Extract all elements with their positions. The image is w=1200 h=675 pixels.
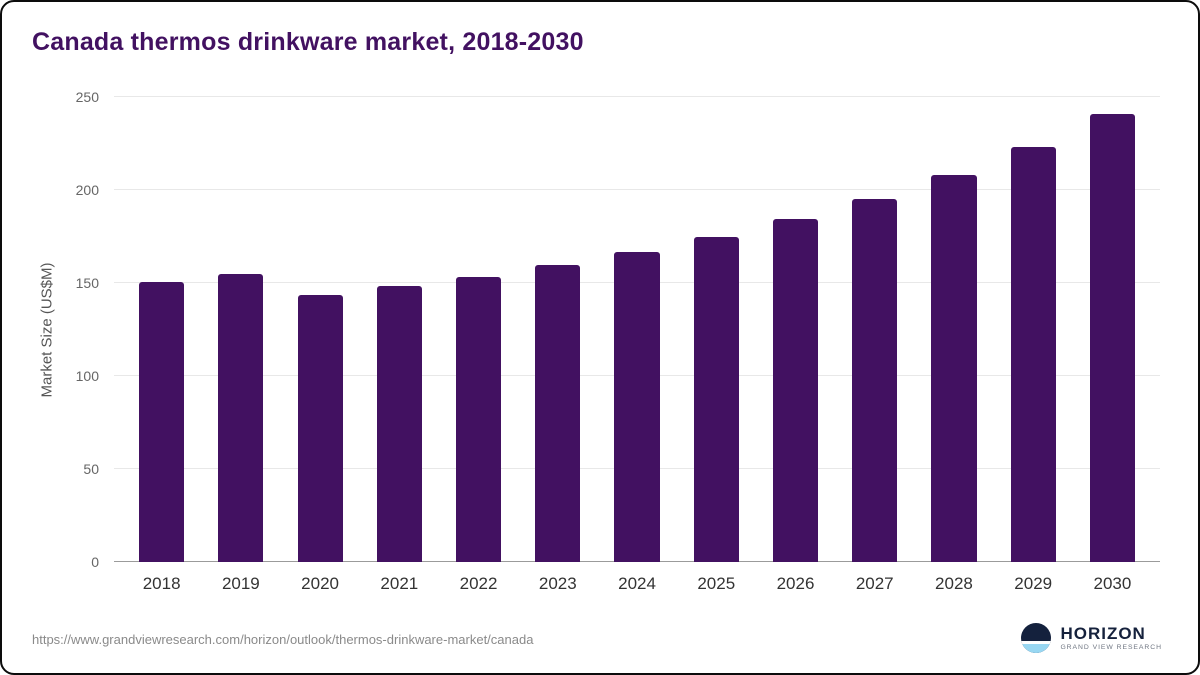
horizon-logo-icon [1021, 623, 1052, 653]
bar-column-2026 [756, 97, 835, 562]
x-tick-label: 2028 [935, 574, 973, 593]
gridline [114, 189, 1160, 190]
chart-title: Canada thermos drinkware market, 2018-20… [32, 28, 584, 56]
bar-2020 [297, 295, 343, 562]
x-tick-label: 2029 [1014, 574, 1053, 593]
source-url: https://www.grandviewresearch.com/horizo… [32, 632, 534, 647]
y-tick-label: 50 [83, 461, 99, 477]
bar-2028 [931, 175, 977, 562]
bar-column-2020 [280, 97, 359, 562]
y-tick-label: 100 [75, 368, 99, 384]
x-tick-label: 2026 [776, 574, 815, 593]
bar-column-2025 [677, 97, 756, 562]
bars-layer [114, 97, 1160, 562]
x-tick-label: 2024 [618, 574, 656, 593]
x-tick-label: 2023 [538, 574, 577, 593]
bar-column-2030 [1073, 97, 1152, 562]
x-tick-label: 2019 [221, 574, 260, 593]
y-tick-label: 150 [75, 275, 99, 291]
bar-2025 [693, 236, 739, 562]
horizon-logo: HORIZON GRAND VIEW RESEARCH [1021, 623, 1162, 653]
logo-subtitle: GRAND VIEW RESEARCH [1060, 644, 1162, 652]
bar-column-2021 [360, 97, 439, 562]
bar-2026 [772, 219, 819, 562]
x-tick-label: 2027 [855, 574, 894, 593]
bar-2029 [1010, 147, 1056, 562]
bar-column-2027 [835, 97, 914, 562]
bar-2018 [139, 282, 185, 562]
horizon-logo-text: HORIZON GRAND VIEW RESEARCH [1060, 623, 1162, 652]
x-tick-label: 2020 [301, 574, 339, 593]
x-tick-label: 2025 [697, 574, 736, 593]
y-tick-label: 250 [75, 89, 99, 105]
bar-2030 [1089, 114, 1135, 562]
bar-column-2028 [914, 97, 993, 562]
plot-area: 0 50 100 150 200 250 [76, 89, 1160, 570]
logo-title: HORIZON [1060, 623, 1146, 643]
x-tick-label: 2018 [142, 574, 181, 593]
gridline [114, 96, 1160, 97]
bar-column-2024 [597, 97, 676, 562]
x-axis-labels: 2018 2019 2020 2021 2022 2023 2024 2025 2026 2027… [114, 568, 1160, 594]
bar-column-2022 [439, 97, 518, 562]
x-tick-label: 2030 [1093, 574, 1132, 593]
x-tick-label: 2021 [380, 574, 419, 593]
x-tick-label: 2022 [459, 574, 498, 593]
bar-2023 [535, 265, 581, 562]
y-tick-label: 0 [91, 554, 99, 570]
bar-2021 [376, 286, 422, 562]
bar-2019 [218, 274, 264, 562]
bar-column-2019 [201, 97, 280, 562]
bar-2027 [852, 198, 898, 562]
y-tick-label: 200 [75, 182, 99, 198]
bar-column-2029 [994, 97, 1073, 562]
bar-column-2023 [518, 97, 597, 562]
bar-2022 [455, 277, 502, 562]
bar-2024 [614, 252, 660, 562]
bar-column-2018 [122, 97, 201, 562]
